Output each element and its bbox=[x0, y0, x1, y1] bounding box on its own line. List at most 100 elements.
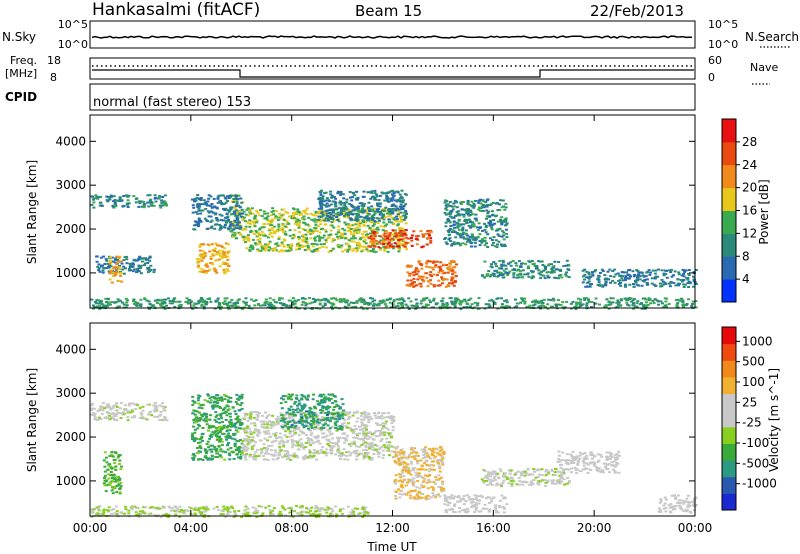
data-cell bbox=[126, 206, 130, 208]
data-cell bbox=[110, 453, 113, 456]
data-cell bbox=[100, 412, 104, 415]
data-cell bbox=[335, 208, 338, 211]
data-cell bbox=[91, 195, 94, 198]
data-cell bbox=[330, 221, 334, 224]
data-cell bbox=[249, 212, 253, 215]
data-cell bbox=[246, 427, 250, 430]
data-cell bbox=[585, 270, 589, 273]
data-cell bbox=[404, 234, 408, 237]
data-cell bbox=[533, 265, 537, 267]
data-cell bbox=[281, 427, 285, 430]
data-cell bbox=[539, 277, 543, 279]
data-cell bbox=[192, 228, 196, 231]
data-cell bbox=[124, 409, 128, 412]
data-cell bbox=[139, 303, 143, 306]
data-cell bbox=[279, 449, 283, 452]
data-cell bbox=[531, 304, 535, 307]
data-cell bbox=[252, 444, 256, 447]
data-cell bbox=[305, 237, 308, 239]
data-cell bbox=[392, 208, 395, 210]
data-cell bbox=[230, 304, 234, 307]
data-cell bbox=[191, 399, 195, 402]
data-cell bbox=[590, 301, 594, 304]
data-cell bbox=[554, 268, 558, 271]
data-cell bbox=[297, 236, 300, 238]
data-cell bbox=[604, 304, 608, 307]
data-cell bbox=[313, 242, 317, 245]
scatter-region-0 bbox=[90, 194, 168, 209]
data-cell bbox=[648, 273, 652, 276]
data-cell bbox=[467, 208, 471, 211]
data-cell bbox=[237, 446, 241, 448]
data-cell bbox=[470, 233, 474, 236]
data-cell bbox=[238, 439, 242, 441]
data-cell bbox=[644, 304, 648, 307]
data-cell bbox=[304, 240, 308, 243]
data-cell bbox=[277, 225, 281, 228]
data-cell bbox=[217, 249, 221, 252]
data-cell bbox=[348, 209, 352, 212]
data-cell bbox=[404, 303, 408, 306]
data-cell bbox=[337, 220, 341, 223]
data-cell bbox=[427, 280, 431, 283]
data-cell bbox=[310, 439, 314, 442]
data-cell bbox=[318, 201, 322, 204]
data-cell bbox=[349, 213, 353, 215]
data-cell bbox=[161, 302, 165, 305]
data-cell bbox=[306, 244, 310, 247]
data-cell bbox=[223, 297, 227, 300]
data-cell bbox=[425, 297, 429, 300]
data-cell bbox=[303, 249, 307, 251]
data-cell bbox=[483, 228, 487, 231]
data-cell bbox=[264, 234, 268, 237]
data-cell bbox=[132, 195, 136, 198]
data-cell bbox=[393, 204, 396, 207]
data-cell bbox=[273, 232, 277, 235]
data-cell bbox=[223, 254, 227, 257]
data-cell bbox=[105, 259, 109, 262]
data-cell bbox=[416, 278, 420, 281]
data-cell bbox=[266, 452, 270, 455]
data-cell bbox=[105, 267, 109, 270]
data-cell bbox=[196, 212, 200, 215]
data-cell bbox=[204, 449, 208, 452]
data-cell bbox=[201, 427, 205, 429]
data-cell bbox=[97, 263, 101, 266]
data-cell bbox=[661, 302, 664, 305]
data-cell bbox=[544, 266, 547, 268]
data-cell bbox=[360, 209, 364, 212]
data-cell bbox=[146, 266, 150, 269]
data-cell bbox=[284, 453, 287, 456]
data-cell bbox=[271, 458, 275, 461]
data-cell bbox=[321, 305, 325, 308]
data-cell bbox=[676, 278, 680, 281]
data-cell bbox=[398, 248, 401, 251]
data-cell bbox=[339, 246, 343, 249]
data-cell bbox=[294, 431, 298, 434]
data-cell bbox=[309, 237, 313, 240]
data-cell bbox=[663, 297, 667, 300]
data-cell bbox=[632, 275, 636, 278]
data-cell bbox=[387, 234, 391, 237]
data-cell bbox=[382, 426, 386, 429]
power-data bbox=[90, 189, 698, 310]
data-cell bbox=[192, 419, 196, 422]
data-cell bbox=[330, 432, 334, 435]
y-tick-label: 2000 bbox=[55, 222, 86, 236]
data-cell bbox=[396, 224, 400, 227]
data-cell bbox=[651, 269, 655, 272]
data-cell bbox=[382, 233, 386, 236]
data-cell bbox=[387, 444, 391, 447]
data-cell bbox=[115, 402, 119, 405]
data-cell bbox=[232, 221, 236, 224]
data-cell bbox=[220, 194, 224, 197]
data-cell bbox=[426, 230, 430, 232]
data-cell bbox=[225, 302, 229, 305]
data-cell bbox=[145, 418, 149, 421]
data-cell bbox=[346, 412, 350, 415]
data-cell bbox=[95, 260, 99, 263]
data-cell bbox=[329, 441, 332, 444]
colorbar-tick-label: 4 bbox=[742, 272, 750, 286]
data-cell bbox=[355, 300, 359, 303]
data-cell bbox=[504, 264, 508, 267]
